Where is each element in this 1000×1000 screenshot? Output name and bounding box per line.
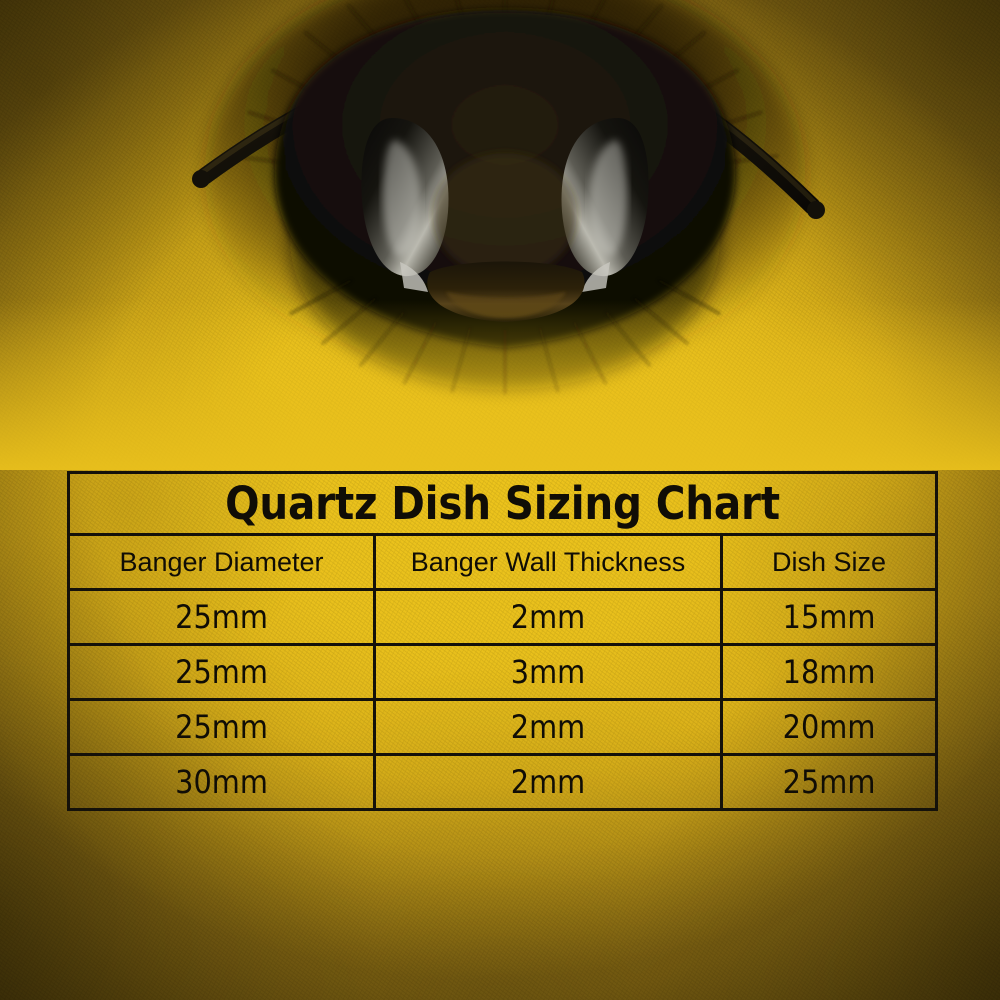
cell-dish-size: 15mm [719, 588, 939, 646]
cell-banger-wall-thickness: 2mm [373, 588, 723, 646]
quartz-dish-sizing-table: Quartz Dish Sizing Chart Banger Diameter… [66, 471, 939, 811]
cell-dish-size: 18mm [719, 643, 939, 701]
cell-banger-wall-thickness: 3mm [373, 643, 723, 701]
column-header-dish-size: Dish Size [719, 533, 939, 591]
column-header-banger-diameter: Banger Diameter [67, 533, 376, 591]
column-header-banger-wall-thickness: Banger Wall Thickness [373, 533, 723, 591]
cell-banger-wall-thickness: 2mm [373, 753, 723, 811]
cell-banger-diameter: 25mm [67, 588, 376, 646]
table-row: 30mm 2mm 25mm [67, 753, 939, 811]
cell-banger-wall-thickness: 2mm [373, 698, 723, 756]
cell-banger-diameter: 25mm [67, 643, 376, 701]
table-row: 25mm 2mm 15mm [67, 588, 939, 646]
table-title: Quartz Dish Sizing Chart [66, 471, 939, 536]
cell-dish-size: 20mm [719, 698, 939, 756]
cell-banger-diameter: 30mm [67, 753, 376, 811]
table-row: 25mm 3mm 18mm [67, 643, 939, 701]
bee-clypeus [433, 153, 577, 277]
bee-eye-right [561, 118, 649, 292]
table-title-row: Quartz Dish Sizing Chart [66, 471, 939, 536]
table-header-row: Banger Diameter Banger Wall Thickness Di… [67, 533, 939, 591]
cell-dish-size: 25mm [719, 753, 939, 811]
bee-eye-left [361, 118, 449, 292]
bee-illustration [0, 0, 1000, 470]
cell-banger-diameter: 25mm [67, 698, 376, 756]
bee-photograph [0, 0, 1000, 470]
table-row: 25mm 2mm 20mm [67, 698, 939, 756]
